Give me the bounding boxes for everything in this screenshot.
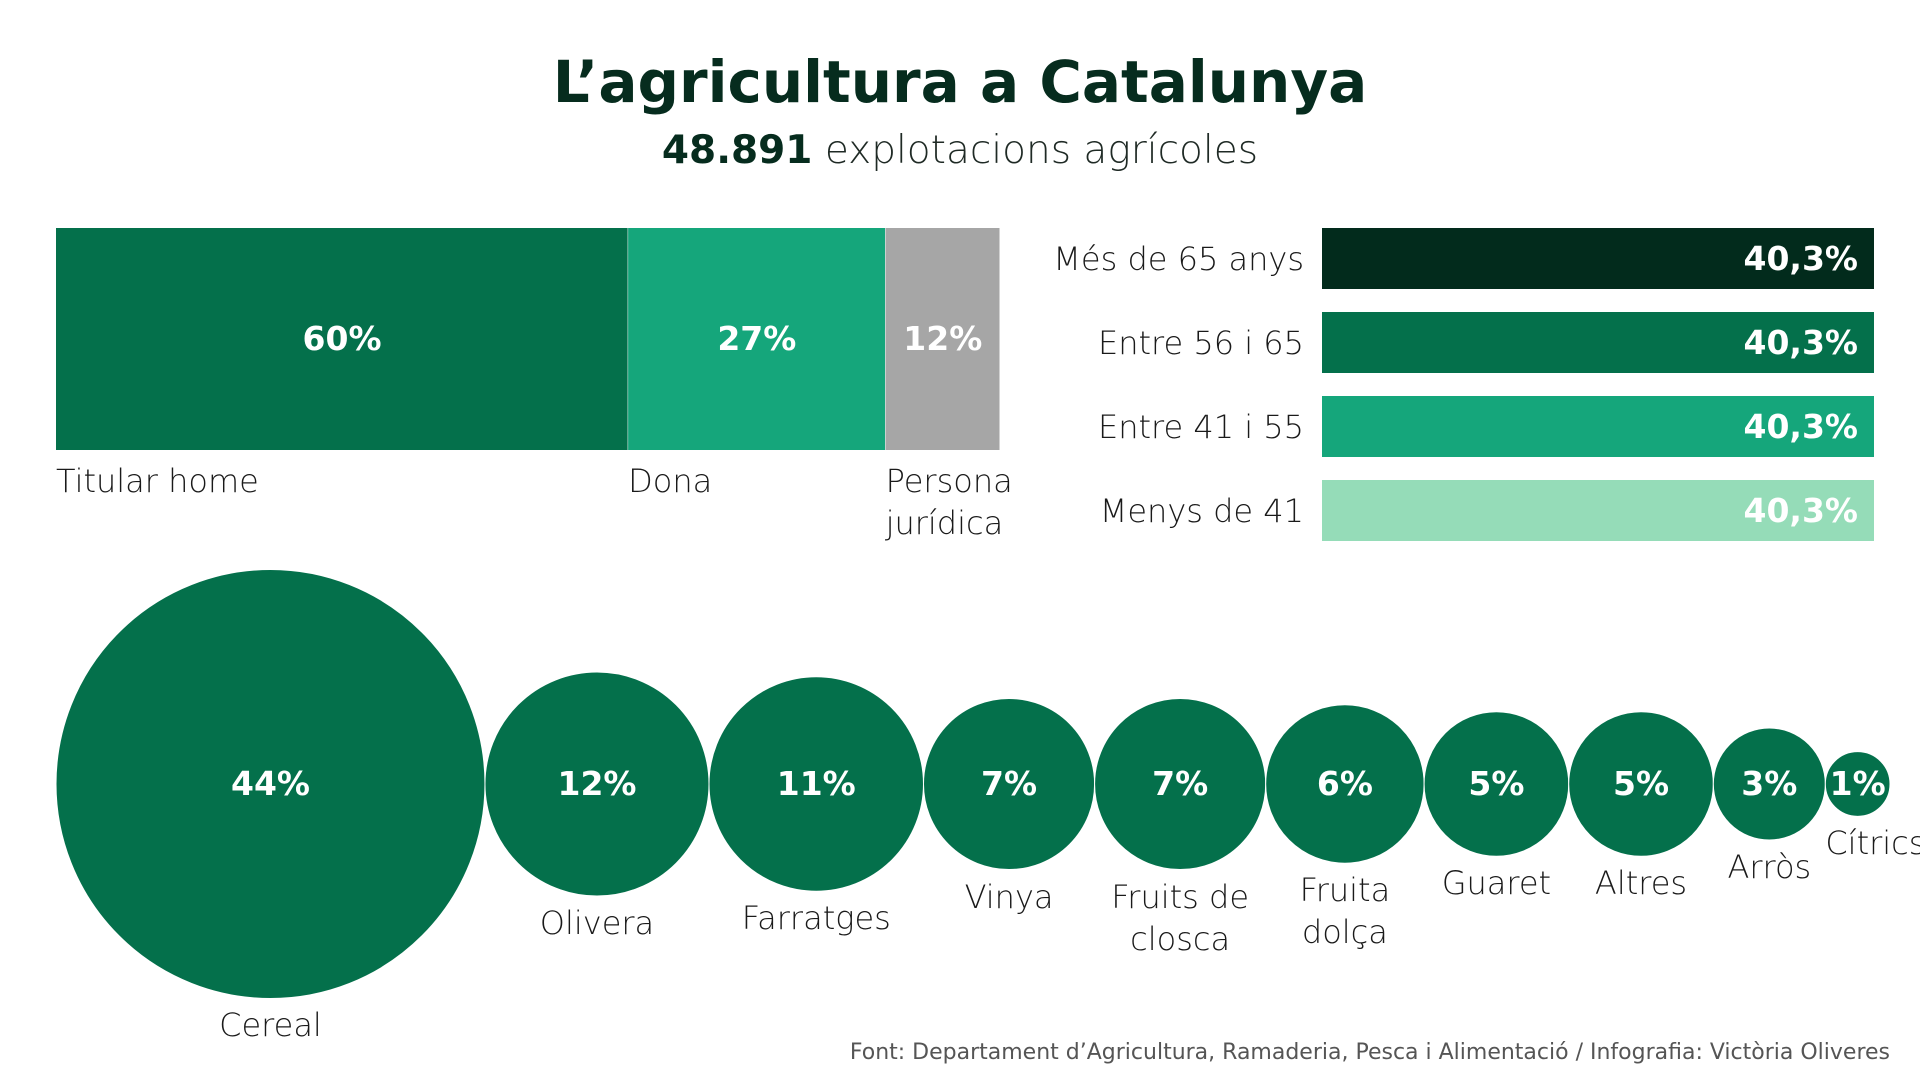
category-label: Altres bbox=[1594, 864, 1688, 903]
bar bbox=[1322, 480, 1874, 541]
value-label: 60% bbox=[302, 319, 382, 358]
legend-label: Persona jurídica bbox=[885, 462, 1013, 542]
subtitle: explotacions agrícoles bbox=[824, 128, 1259, 173]
value-label: 6% bbox=[1316, 764, 1373, 803]
bar-segment bbox=[56, 228, 629, 450]
value-label: 12% bbox=[557, 764, 637, 803]
value-label: 1% bbox=[1829, 764, 1886, 803]
value-label: 7% bbox=[1152, 764, 1209, 803]
category-label: Fruits de closca bbox=[1111, 877, 1250, 958]
category-label: Guaret bbox=[1441, 864, 1552, 903]
bar bbox=[1322, 396, 1874, 457]
category-label: Menys de 41 bbox=[1099, 491, 1304, 530]
bar bbox=[1322, 228, 1874, 289]
category-label: Arròs bbox=[1727, 848, 1812, 886]
bubble bbox=[1824, 751, 1891, 817]
value-label: 5% bbox=[1468, 764, 1525, 803]
category-label: Cítrics bbox=[1825, 824, 1920, 863]
value-label: 5% bbox=[1612, 764, 1670, 803]
value-label: 40,3% bbox=[1743, 322, 1859, 362]
category-label: Farratges bbox=[741, 899, 891, 938]
value-label: 40,3% bbox=[1743, 238, 1859, 278]
source: Font: Departament d’Agricultura, Ramader… bbox=[849, 1040, 1890, 1065]
category-label: Entre 41 i 55 bbox=[1097, 407, 1304, 446]
value-label: 3% bbox=[1741, 764, 1798, 803]
subtitle-line: 48.891 explotacions agrícoles bbox=[0, 128, 1920, 173]
bar bbox=[1322, 312, 1874, 373]
value-label: 44% bbox=[230, 764, 310, 803]
legend-label: Dona bbox=[628, 462, 713, 500]
value-label: 40,3% bbox=[1743, 406, 1859, 446]
title: L’agricultura a Catalunya bbox=[552, 48, 1368, 116]
legend-label: Titular home bbox=[56, 462, 259, 500]
bar-segment bbox=[628, 228, 886, 450]
category-label: Més de 65 anys bbox=[1053, 239, 1304, 278]
category-label: Entre 56 i 65 bbox=[1097, 323, 1304, 362]
value-label: 40,3% bbox=[1743, 490, 1859, 530]
category-label: Cereal bbox=[219, 1006, 322, 1045]
bar-segment bbox=[885, 228, 1000, 450]
value-label: 12% bbox=[903, 319, 983, 358]
value-label: 27% bbox=[717, 319, 797, 358]
subtitle-number: 48.891 bbox=[661, 128, 813, 173]
category-label: Fruita dolça bbox=[1299, 871, 1391, 952]
category-label: Vinya bbox=[964, 877, 1054, 916]
value-label: 11% bbox=[776, 764, 856, 803]
category-label: Olivera bbox=[539, 904, 655, 942]
value-label: 7% bbox=[981, 764, 1038, 803]
